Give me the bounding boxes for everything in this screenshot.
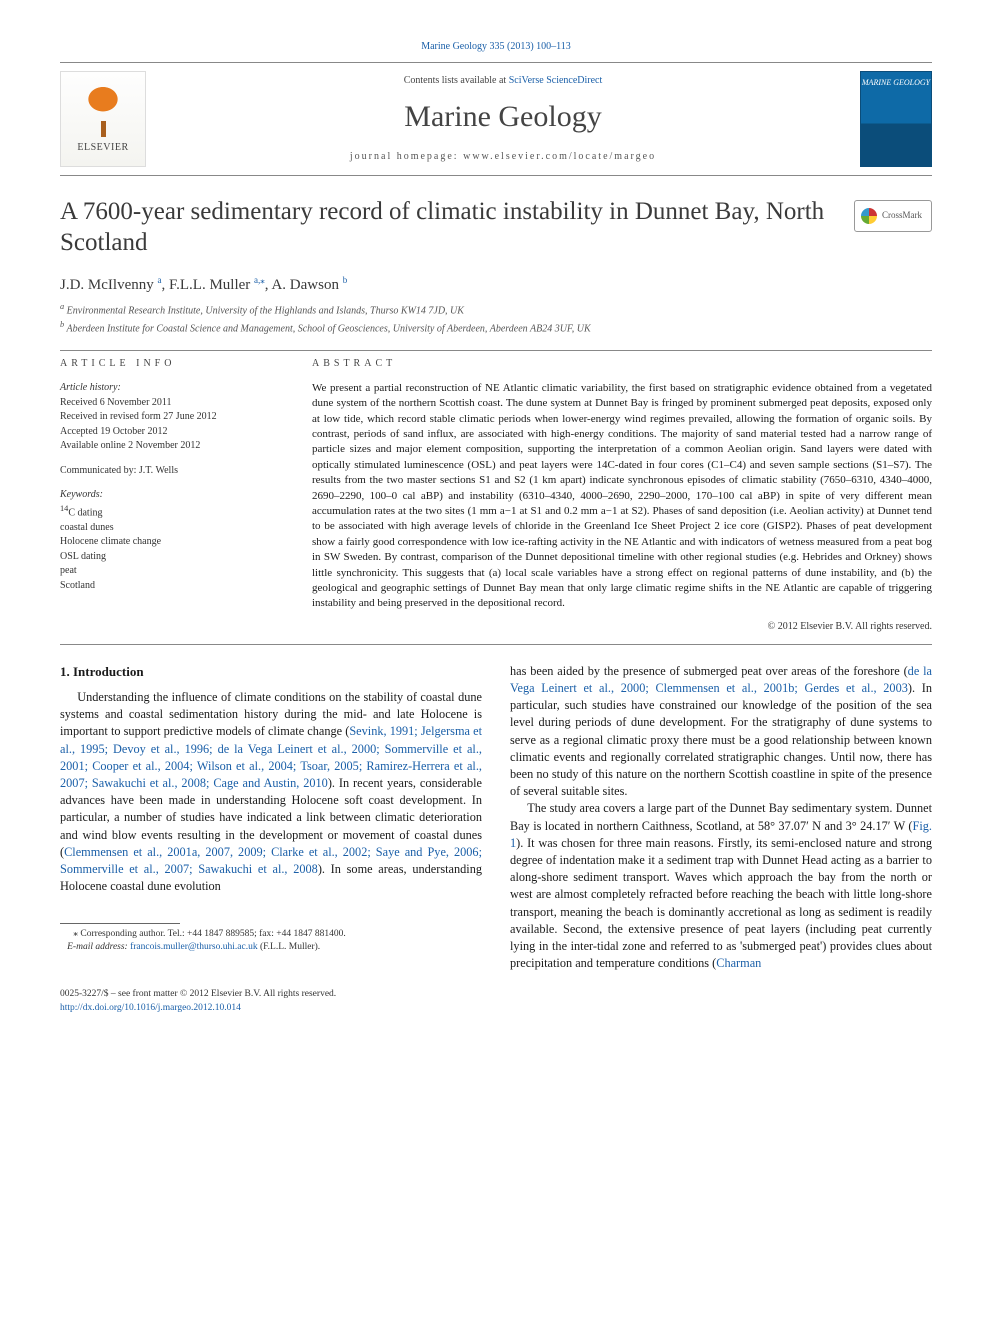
author-3: , A. Dawson (265, 277, 343, 293)
author-3-aff: b (343, 275, 348, 285)
article-title: A 7600-year sedimentary record of climat… (60, 196, 842, 259)
body-text: ). In particular, such studies have cons… (510, 681, 932, 798)
author-1: J.D. McIlvenny (60, 277, 158, 293)
article-info-heading: article info (60, 357, 282, 372)
article-info-column: article info Article history: Received 6… (60, 357, 282, 634)
citation-link[interactable]: Charman (716, 956, 761, 970)
footer-issn: 0025-3227/$ – see front matter © 2012 El… (60, 988, 932, 1001)
contents-line: Contents lists available at SciVerse Sci… (166, 74, 840, 88)
abstract-text: We present a partial reconstruction of N… (312, 381, 932, 612)
contents-prefix: Contents lists available at (404, 75, 509, 86)
keyword: OSL dating (60, 550, 282, 565)
journal-cover-thumb: MARINE GEOLOGY (860, 71, 932, 167)
body-paragraph: has been aided by the presence of submer… (510, 663, 932, 801)
rule-top (60, 350, 932, 351)
corresponding-email-link[interactable]: francois.muller@thurso.uhi.ac.uk (130, 942, 257, 952)
history-line: Available online 2 November 2012 (60, 439, 282, 454)
article-body: 1. Introduction Understanding the influe… (60, 663, 932, 973)
corresponding-author-footnote: ⁎ Corresponding author. Tel.: +44 1847 8… (60, 928, 482, 954)
history-label: Article history: (60, 381, 282, 396)
doi-link[interactable]: http://dx.doi.org/10.1016/j.margeo.2012.… (60, 1003, 241, 1013)
affiliations: a Environmental Research Institute, Univ… (60, 301, 932, 336)
keywords: Keywords: 14C dating coastal dunes Holoc… (60, 488, 282, 593)
elsevier-brand-text: ELSEVIER (77, 141, 128, 155)
history-line: Received in revised form 27 June 2012 (60, 410, 282, 425)
email-label: E-mail address: (67, 942, 128, 952)
section-heading: 1. Introduction (60, 663, 482, 681)
title-row: A 7600-year sedimentary record of climat… (60, 196, 932, 259)
footnote-corresponding: ⁎ Corresponding author. Tel.: +44 1847 8… (73, 929, 345, 939)
journal-citation: Marine Geology 335 (2013) 100–113 (60, 40, 932, 54)
body-text: The study area covers a large part of th… (510, 801, 932, 832)
keywords-label: Keywords: (60, 488, 282, 503)
rule-bottom (60, 644, 932, 645)
footnote-rule (60, 923, 180, 924)
history-line: Accepted 19 October 2012 (60, 425, 282, 440)
communicated-by-value: J.T. Wells (139, 465, 178, 476)
affiliation-b: b Aberdeen Institute for Coastal Science… (60, 319, 932, 336)
page-footer: 0025-3227/$ – see front matter © 2012 El… (60, 988, 932, 1015)
homepage-url: www.elsevier.com/locate/margeo (463, 151, 656, 162)
abstract-heading: abstract (312, 357, 932, 371)
author-2: , F.L.L. Muller (162, 277, 255, 293)
body-text: has been aided by the presence of submer… (510, 664, 908, 678)
body-text: ). It was chosen for three main reasons.… (510, 836, 932, 970)
journal-homepage: journal homepage: www.elsevier.com/locat… (166, 150, 840, 164)
cover-title: MARINE GEOLOGY (861, 78, 931, 89)
communicated-by: Communicated by: J.T. Wells (60, 464, 282, 479)
keyword: Holocene climate change (60, 535, 282, 550)
abstract-copyright: © 2012 Elsevier B.V. All rights reserved… (312, 620, 932, 634)
history-line: Received 6 November 2011 (60, 396, 282, 411)
elsevier-tree-icon (81, 83, 125, 137)
sciencedirect-link[interactable]: SciVerse ScienceDirect (509, 75, 603, 86)
affiliation-a: a Environmental Research Institute, Univ… (60, 301, 932, 318)
body-paragraph: Understanding the influence of climate c… (60, 689, 482, 895)
keyword: 14C dating (60, 503, 282, 521)
crossmark-icon (861, 208, 877, 224)
keyword: Scotland (60, 579, 282, 594)
meta-row: article info Article history: Received 6… (60, 357, 932, 634)
journal-name: Marine Geology (166, 97, 840, 138)
affiliation-b-text: Aberdeen Institute for Coastal Science a… (67, 323, 591, 334)
author-list: J.D. McIlvenny a, F.L.L. Muller a,⁎, A. … (60, 274, 932, 295)
body-paragraph: The study area covers a large part of th… (510, 800, 932, 972)
elsevier-logo: ELSEVIER (60, 71, 146, 167)
journal-header: ELSEVIER Contents lists available at Sci… (60, 62, 932, 176)
keyword: peat (60, 564, 282, 579)
email-who: (F.L.L. Muller). (260, 942, 320, 952)
abstract-column: abstract We present a partial reconstruc… (312, 357, 932, 634)
communicated-by-label: Communicated by: (60, 465, 139, 476)
crossmark-label: CrossMark (882, 209, 922, 221)
header-center: Contents lists available at SciVerse Sci… (166, 74, 840, 164)
keyword: coastal dunes (60, 521, 282, 536)
article-history: Article history: Received 6 November 201… (60, 381, 282, 454)
homepage-prefix: journal homepage: (350, 151, 463, 162)
crossmark-badge[interactable]: CrossMark (854, 200, 932, 232)
affiliation-a-text: Environmental Research Institute, Univer… (67, 306, 464, 317)
